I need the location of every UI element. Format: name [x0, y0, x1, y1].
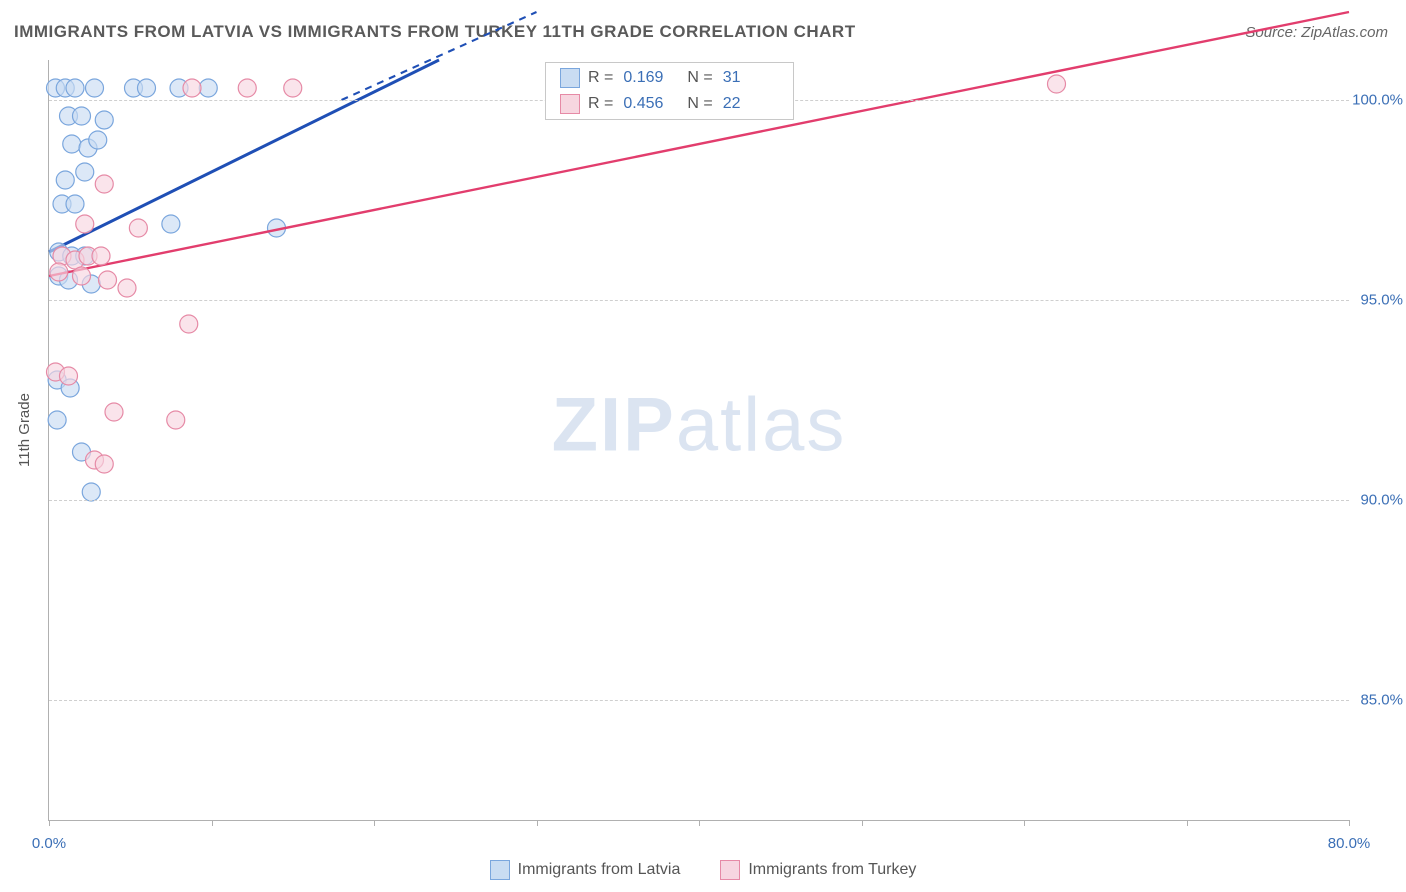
legend-n-label: N =: [687, 69, 712, 87]
y-tick-label: 100.0%: [1352, 92, 1403, 109]
x-tick-label: 80.0%: [1328, 835, 1371, 852]
x-tick: [1187, 820, 1188, 826]
data-point-turkey: [180, 315, 198, 333]
x-tick: [1024, 820, 1025, 826]
legend-r-value: 0.456: [623, 95, 679, 113]
data-point-turkey: [95, 455, 113, 473]
regression-line: [49, 12, 1349, 276]
data-point-turkey: [95, 175, 113, 193]
source-value: ZipAtlas.com: [1301, 24, 1388, 41]
data-point-turkey: [284, 79, 302, 97]
x-tick: [212, 820, 213, 826]
data-point-turkey: [118, 279, 136, 297]
data-point-turkey: [105, 403, 123, 421]
y-tick-label: 95.0%: [1360, 292, 1403, 309]
data-point-latvia: [162, 215, 180, 233]
legend-label: Immigrants from Turkey: [748, 861, 916, 879]
legend-row-turkey: R = 0.456 N = 22: [546, 91, 793, 117]
legend-n-value: 31: [723, 69, 779, 87]
data-point-turkey: [183, 79, 201, 97]
data-point-latvia: [76, 163, 94, 181]
data-point-latvia: [66, 79, 84, 97]
legend-swatch: [560, 94, 580, 114]
data-point-turkey: [99, 271, 117, 289]
chart-title: IMMIGRANTS FROM LATVIA VS IMMIGRANTS FRO…: [14, 22, 856, 42]
x-tick-label: 0.0%: [32, 835, 66, 852]
legend-correlation: R = 0.169 N = 31 R = 0.456 N = 22: [545, 62, 794, 120]
data-point-turkey: [73, 267, 91, 285]
data-point-turkey: [167, 411, 185, 429]
gridline-h: [49, 500, 1349, 501]
legend-item-latvia: Immigrants from Latvia: [490, 860, 681, 880]
data-point-turkey: [50, 263, 68, 281]
data-point-latvia: [48, 411, 66, 429]
legend-n-label: N =: [687, 95, 712, 113]
x-tick: [49, 820, 50, 826]
x-tick: [537, 820, 538, 826]
legend-r-label: R =: [588, 69, 613, 87]
data-point-turkey: [92, 247, 110, 265]
data-point-latvia: [66, 195, 84, 213]
data-point-turkey: [76, 215, 94, 233]
data-point-turkey: [129, 219, 147, 237]
legend-row-latvia: R = 0.169 N = 31: [546, 65, 793, 91]
plot-area: ZIPatlas 85.0%90.0%95.0%100.0%0.0%80.0%: [48, 60, 1349, 821]
data-point-turkey: [1048, 75, 1066, 93]
legend-item-turkey: Immigrants from Turkey: [720, 860, 916, 880]
x-tick: [862, 820, 863, 826]
x-tick: [1349, 820, 1350, 826]
legend-label: Immigrants from Latvia: [518, 861, 681, 879]
legend-swatch: [720, 860, 740, 880]
y-tick-label: 85.0%: [1360, 692, 1403, 709]
data-point-latvia: [82, 483, 100, 501]
data-point-latvia: [56, 171, 74, 189]
x-tick: [374, 820, 375, 826]
data-point-latvia: [73, 107, 91, 125]
data-point-latvia: [95, 111, 113, 129]
chart-svg-layer: [49, 60, 1349, 820]
data-point-latvia: [89, 131, 107, 149]
legend-swatch: [560, 68, 580, 88]
x-tick: [699, 820, 700, 826]
legend-r-label: R =: [588, 95, 613, 113]
data-point-turkey: [238, 79, 256, 97]
data-point-latvia: [199, 79, 217, 97]
data-point-latvia: [63, 135, 81, 153]
legend-n-value: 22: [723, 95, 779, 113]
y-tick-label: 90.0%: [1360, 492, 1403, 509]
legend-r-value: 0.169: [623, 69, 679, 87]
data-point-latvia: [138, 79, 156, 97]
source-attribution: Source: ZipAtlas.com: [1245, 24, 1388, 41]
legend-swatch: [490, 860, 510, 880]
data-point-turkey: [60, 367, 78, 385]
gridline-h: [49, 300, 1349, 301]
y-axis-title: 11th Grade: [16, 393, 33, 467]
gridline-h: [49, 700, 1349, 701]
legend-series: Immigrants from Latvia Immigrants from Tu…: [0, 860, 1406, 880]
data-point-latvia: [86, 79, 104, 97]
